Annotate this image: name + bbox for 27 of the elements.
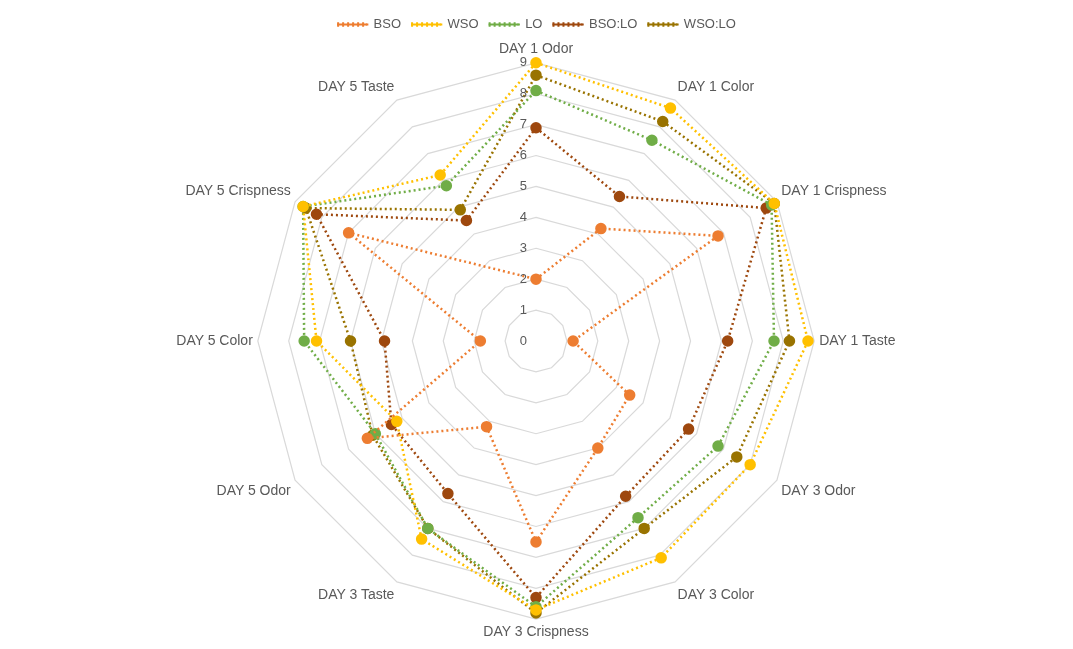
spoke-label: DAY 1 Color (677, 78, 755, 95)
spoke-label: DAY 3 Color (677, 585, 755, 602)
spoke-label: DAY 1 Taste (819, 331, 896, 348)
spoke-label: DAY 3 Odor (781, 481, 856, 498)
spoke-label: DAY 1 Crispness (781, 181, 887, 198)
legend-label: BSO:LO (588, 16, 638, 32)
legend-label: WSO:LO (683, 16, 736, 32)
y-tick-label: 6 (519, 147, 527, 163)
spoke-label: DAY 5 Odor (216, 481, 292, 498)
spoke-label: DAY 5 Crispness (185, 181, 291, 198)
spoke-label: DAY 1 Odor (498, 40, 574, 57)
legend-label: WSO (447, 16, 479, 32)
y-tick-label: 4 (519, 208, 527, 224)
y-tick-label: 9 (519, 54, 527, 70)
legend-label: BSO (373, 16, 402, 32)
spoke-label: DAY 3 Crispness (483, 623, 589, 640)
y-tick-label: 8 (519, 85, 527, 101)
y-tick-label: 5 (519, 178, 527, 194)
legend-label: LO (525, 16, 543, 32)
spoke-label: DAY 5 Color (176, 331, 254, 348)
y-tick-label: 1 (519, 301, 527, 317)
y-tick-label: 3 (519, 239, 527, 255)
spoke-label: DAY 5 Taste (318, 78, 395, 95)
y-tick-label: 2 (519, 270, 527, 286)
spoke-label: DAY 3 Taste (318, 585, 395, 602)
y-tick-label: 7 (519, 116, 527, 132)
y-tick-label: 0 (519, 332, 527, 348)
